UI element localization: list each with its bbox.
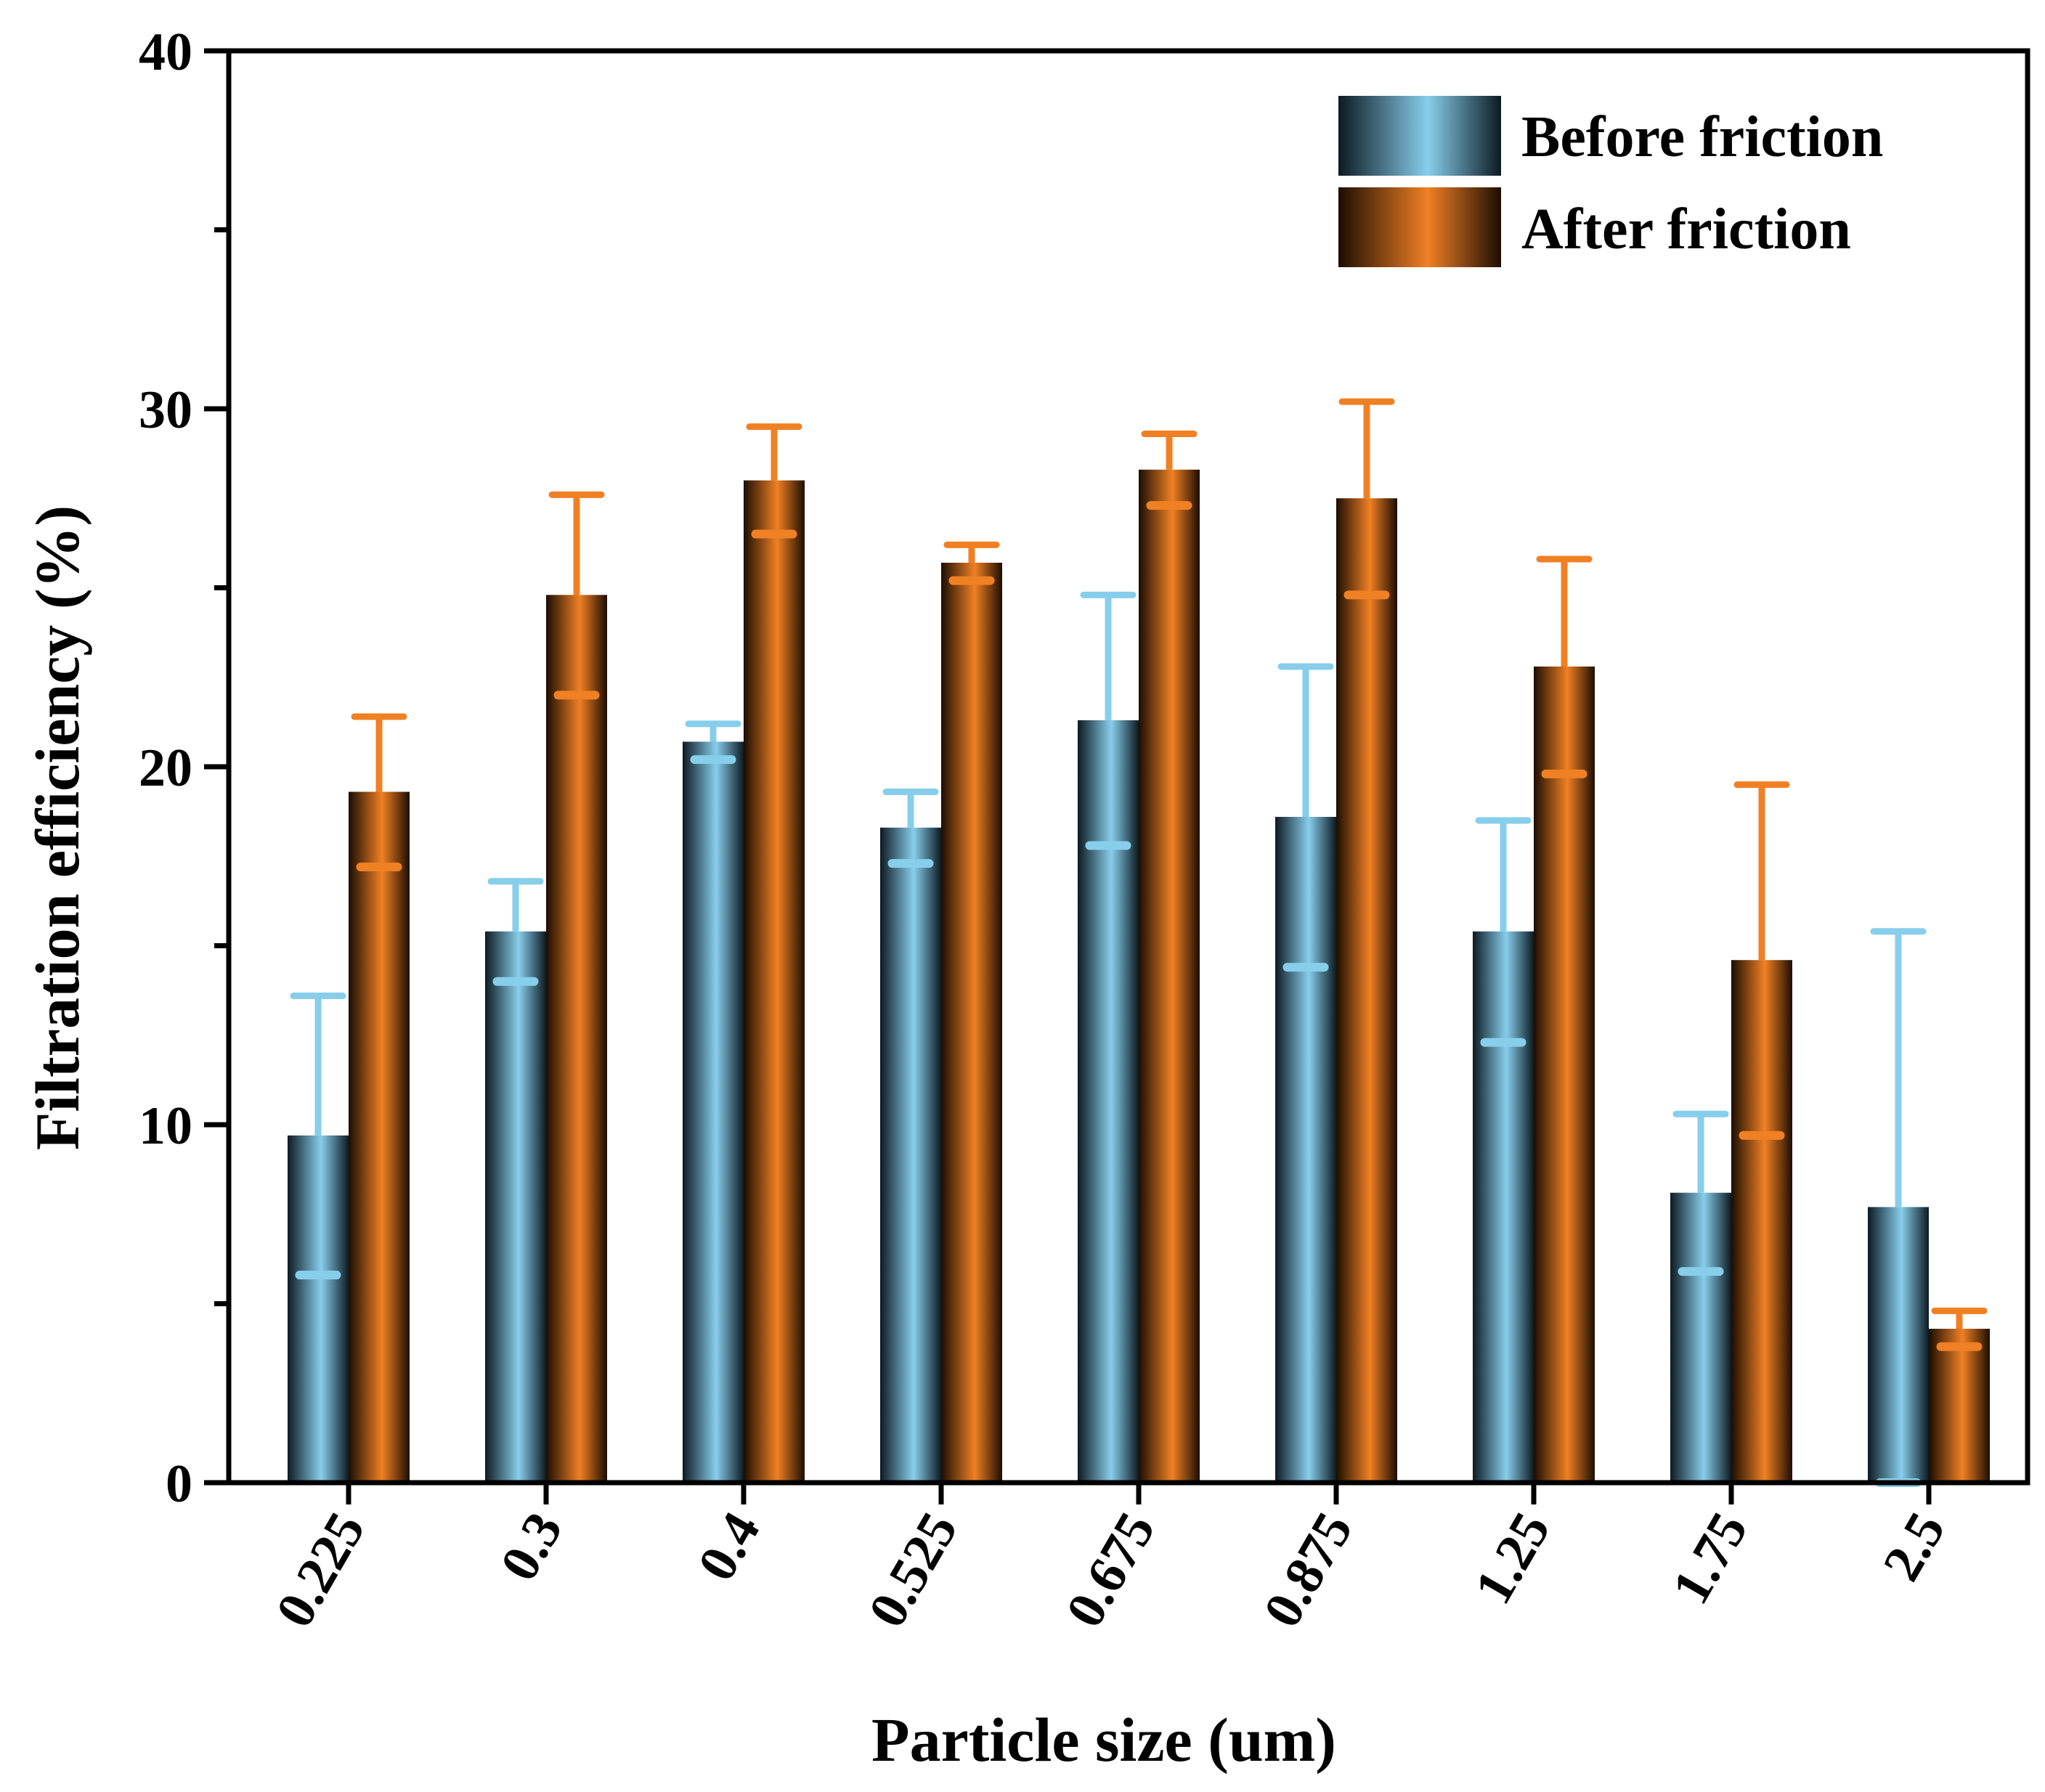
- bar-after-friction-0.525: [941, 562, 1002, 1483]
- bars-layer: [288, 469, 1990, 1483]
- x-tick-label: 0.675: [1054, 1503, 1166, 1637]
- bar-before-friction-1.75: [1670, 1192, 1731, 1483]
- x-tick-label: 0.225: [264, 1503, 376, 1637]
- bar-before-friction-0.3: [485, 931, 546, 1483]
- legend-label-before-friction: Before friction: [1521, 105, 1883, 169]
- bar-after-friction-1.75: [1731, 960, 1792, 1483]
- legend: Before friction After friction: [1338, 96, 1883, 267]
- bar-after-friction-0.3: [546, 595, 607, 1483]
- bar-after-friction-0.875: [1336, 498, 1397, 1483]
- x-tick-label: 0.4: [686, 1503, 771, 1591]
- bar-after-friction-2.5: [1929, 1329, 1990, 1483]
- bar-before-friction-0.525: [880, 827, 941, 1483]
- bar-after-friction-0.4: [744, 480, 805, 1483]
- y-axis-title: Filtration efficiency (%): [23, 505, 92, 1150]
- bar-before-friction-1.25: [1473, 931, 1534, 1483]
- bar-before-friction-0.875: [1275, 817, 1336, 1483]
- x-tick-label: 0.875: [1252, 1503, 1364, 1637]
- y-tick-label: 20: [139, 738, 192, 798]
- y-tick-label: 0: [166, 1454, 192, 1514]
- legend-label-after-friction: After friction: [1521, 197, 1851, 261]
- x-tick-label: 2.5: [1871, 1503, 1956, 1591]
- legend-swatch-before-friction: [1338, 96, 1501, 176]
- bar-before-friction-0.4: [683, 741, 744, 1483]
- y-tick-label: 30: [139, 380, 192, 440]
- bar-after-friction-0.675: [1139, 469, 1200, 1483]
- axes-layer: [204, 48, 2030, 1504]
- y-tick-label: 40: [139, 23, 192, 82]
- bar-after-friction-0.225: [349, 791, 410, 1483]
- bar-before-friction-0.675: [1078, 720, 1139, 1483]
- legend-swatch-after-friction: [1338, 187, 1501, 267]
- x-tick-label: 1.25: [1463, 1503, 1562, 1614]
- bar-before-friction-2.5: [1868, 1207, 1929, 1483]
- error-bars-layer: [290, 398, 1988, 1487]
- bar-before-friction-0.225: [288, 1135, 349, 1483]
- x-tick-label: 0.525: [857, 1503, 969, 1637]
- y-tick-label: 10: [139, 1096, 192, 1156]
- x-tick-label: 1.75: [1661, 1503, 1760, 1614]
- bar-after-friction-1.25: [1534, 666, 1595, 1483]
- x-axis-title: Particle size (um): [871, 1705, 1336, 1775]
- x-tick-label: 0.3: [489, 1503, 574, 1591]
